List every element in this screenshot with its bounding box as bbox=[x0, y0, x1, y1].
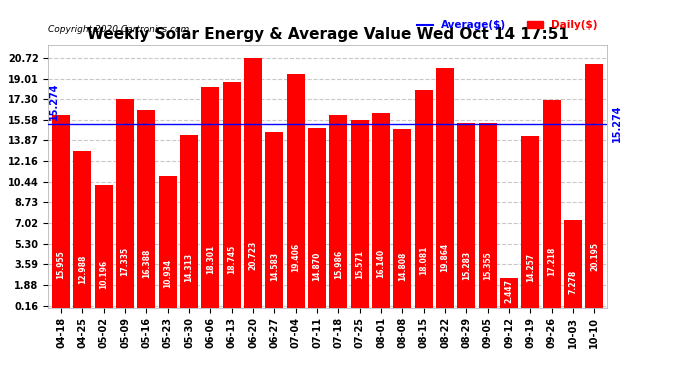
Text: 10.934: 10.934 bbox=[164, 259, 172, 288]
Bar bbox=[73, 151, 92, 308]
Bar bbox=[522, 136, 540, 308]
Bar bbox=[116, 99, 134, 308]
Bar bbox=[201, 87, 219, 308]
Text: 20.195: 20.195 bbox=[590, 242, 599, 271]
Text: Copyright 2020 Cartronics.com: Copyright 2020 Cartronics.com bbox=[48, 26, 190, 34]
Text: 17.335: 17.335 bbox=[121, 247, 130, 276]
Text: 10.196: 10.196 bbox=[99, 260, 108, 289]
Title: Weekly Solar Energy & Average Value Wed Oct 14 17:51: Weekly Solar Energy & Average Value Wed … bbox=[87, 27, 569, 42]
Bar bbox=[180, 135, 198, 308]
Text: 14.808: 14.808 bbox=[398, 251, 407, 281]
Bar bbox=[308, 129, 326, 308]
Bar bbox=[564, 220, 582, 308]
Text: 7.278: 7.278 bbox=[569, 270, 578, 294]
Text: 2.447: 2.447 bbox=[504, 279, 513, 303]
Text: 15.274: 15.274 bbox=[50, 82, 59, 120]
Bar bbox=[479, 123, 497, 308]
Bar bbox=[223, 82, 241, 308]
Text: 15.355: 15.355 bbox=[483, 251, 492, 280]
Text: 19.406: 19.406 bbox=[291, 243, 300, 273]
Text: 14.583: 14.583 bbox=[270, 252, 279, 281]
Text: 18.745: 18.745 bbox=[227, 244, 236, 274]
Text: 14.313: 14.313 bbox=[185, 252, 194, 282]
Text: 16.388: 16.388 bbox=[142, 249, 151, 278]
Text: 18.081: 18.081 bbox=[420, 246, 428, 275]
Bar bbox=[457, 123, 475, 308]
Bar bbox=[286, 74, 305, 308]
Bar bbox=[372, 113, 390, 308]
Text: 14.870: 14.870 bbox=[313, 251, 322, 280]
Bar bbox=[585, 64, 604, 308]
Bar bbox=[542, 100, 561, 308]
Text: 20.723: 20.723 bbox=[248, 241, 257, 270]
Bar bbox=[159, 176, 177, 308]
Text: 19.864: 19.864 bbox=[441, 242, 450, 272]
Bar bbox=[436, 68, 454, 308]
Bar bbox=[266, 132, 284, 308]
Bar bbox=[244, 58, 262, 308]
Text: 15.571: 15.571 bbox=[355, 251, 364, 279]
Bar bbox=[52, 116, 70, 308]
Text: 18.301: 18.301 bbox=[206, 245, 215, 274]
Text: 15.283: 15.283 bbox=[462, 251, 471, 280]
Text: 14.257: 14.257 bbox=[526, 253, 535, 282]
Bar bbox=[393, 129, 411, 308]
Legend: Average($), Daily($): Average($), Daily($) bbox=[413, 16, 602, 34]
Text: 15.955: 15.955 bbox=[57, 250, 66, 279]
Bar bbox=[415, 90, 433, 308]
Bar bbox=[137, 110, 155, 308]
Bar bbox=[500, 278, 518, 308]
Bar bbox=[95, 185, 113, 308]
Text: 17.218: 17.218 bbox=[547, 247, 556, 276]
Text: 15.986: 15.986 bbox=[334, 249, 343, 279]
Text: 12.988: 12.988 bbox=[78, 255, 87, 284]
Bar bbox=[329, 115, 348, 308]
Bar bbox=[351, 120, 369, 308]
Text: 16.140: 16.140 bbox=[377, 249, 386, 278]
